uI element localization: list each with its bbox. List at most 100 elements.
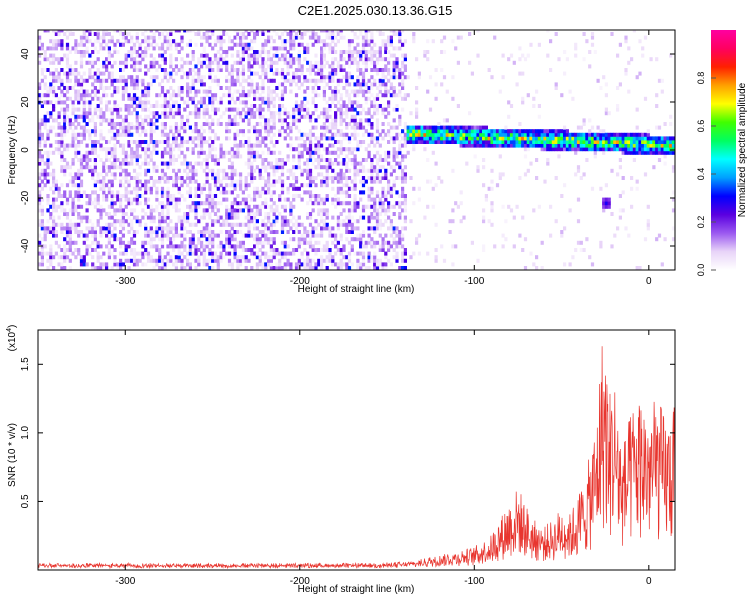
heatmap-cell	[213, 251, 218, 256]
heatmap-cell	[415, 100, 419, 105]
heatmap-cell	[308, 132, 313, 137]
heatmap-cell	[311, 42, 315, 47]
heatmap-cell	[462, 129, 466, 134]
heatmap-cell	[49, 100, 53, 105]
heatmap-cell	[110, 82, 114, 87]
heatmap-cell	[40, 248, 44, 252]
heatmap-cell	[473, 132, 477, 137]
heatmap-cell	[255, 71, 259, 76]
heatmap-cell	[52, 204, 56, 209]
heatmap-cell	[191, 179, 195, 184]
heatmap-cell	[227, 240, 232, 245]
heatmap-cell	[526, 53, 530, 58]
heatmap-cell	[297, 194, 301, 198]
heatmap-cell	[65, 230, 70, 234]
heatmap-cell	[431, 140, 435, 144]
heatmap-cell	[568, 89, 572, 94]
heatmap-cell	[79, 86, 84, 90]
heatmap-cell	[40, 136, 44, 141]
heatmap-cell	[180, 161, 184, 166]
heatmap-cell	[183, 158, 187, 162]
heatmap-cell	[381, 82, 385, 87]
heatmap-cell	[46, 158, 50, 162]
heatmap-cell	[65, 114, 70, 119]
heatmap-cell	[334, 140, 338, 144]
heatmap-cell	[236, 107, 240, 112]
heatmap-cell	[328, 143, 332, 148]
heatmap-cell	[200, 186, 204, 191]
heatmap-cell	[440, 50, 444, 54]
heatmap-cell	[138, 42, 142, 47]
heatmap-cell	[278, 197, 282, 202]
heatmap-cell	[576, 143, 581, 148]
heatmap-cell	[398, 93, 402, 98]
heatmap-cell	[121, 161, 125, 166]
heatmap-cell	[540, 136, 544, 141]
heatmap-cell	[160, 46, 165, 51]
heatmap-cell	[52, 78, 56, 83]
heatmap-cell	[227, 107, 232, 112]
heatmap-cell	[272, 183, 276, 188]
heatmap-cell	[272, 266, 276, 270]
heatmap-cell	[144, 39, 148, 44]
heatmap-cell	[384, 219, 388, 224]
heatmap-cell	[46, 154, 50, 159]
heatmap-cell	[236, 244, 240, 249]
heatmap-cell	[373, 154, 377, 159]
heatmap-cell	[322, 89, 326, 94]
heatmap-cell	[191, 86, 195, 90]
heatmap-cell	[375, 60, 380, 65]
heatmap-cell	[102, 168, 106, 173]
heatmap-cell	[219, 255, 223, 260]
heatmap-cell	[286, 68, 290, 72]
heatmap-cell	[52, 150, 56, 155]
heatmap-cell	[574, 143, 578, 148]
heatmap-cell	[65, 212, 70, 216]
heatmap-cell	[389, 233, 393, 238]
heatmap-cell	[303, 262, 307, 267]
heatmap-cell	[163, 140, 167, 144]
heatmap-cell	[484, 136, 488, 141]
heatmap-cell	[283, 161, 287, 166]
heatmap-cell	[216, 64, 220, 69]
heatmap-cell	[286, 190, 290, 195]
heatmap-cell	[88, 32, 92, 36]
heatmap-cell	[334, 86, 338, 90]
heatmap-cell	[166, 140, 170, 144]
heatmap-cell	[476, 258, 480, 263]
heatmap-cell	[65, 35, 70, 40]
heatmap-cell	[345, 226, 349, 231]
heatmap-cell	[186, 42, 190, 47]
heatmap-cell	[79, 262, 84, 267]
heatmap-cell	[364, 39, 368, 44]
heatmap-cell	[135, 176, 139, 180]
heatmap-cell	[99, 136, 103, 141]
heatmap-cell	[375, 226, 380, 231]
heatmap-cell	[361, 262, 366, 267]
heatmap-cell	[345, 183, 349, 188]
heatmap-cell	[568, 143, 572, 148]
heatmap-cell	[331, 258, 335, 263]
heatmap-cell	[529, 161, 533, 166]
heatmap-cell	[68, 266, 72, 270]
heatmap-cell	[91, 168, 95, 173]
heatmap-cell	[219, 154, 223, 159]
heatmap-cell	[258, 93, 262, 98]
heatmap-cell	[124, 82, 128, 87]
heatmap-cell	[213, 212, 218, 216]
heatmap-cell	[451, 136, 455, 141]
heatmap-cell	[230, 53, 234, 58]
heatmap-cell	[91, 96, 95, 101]
heatmap-cell	[57, 190, 61, 195]
heatmap-cell	[211, 266, 215, 270]
heatmap-cell	[339, 248, 343, 252]
heatmap-cell	[219, 122, 223, 126]
heatmap-cell	[71, 71, 75, 76]
heatmap-cell	[297, 262, 301, 267]
heatmap-cell	[359, 240, 363, 245]
heatmap-cell	[308, 230, 313, 234]
heatmap-cell	[563, 132, 567, 137]
heatmap-cell	[322, 165, 326, 170]
heatmap-cell	[74, 150, 78, 155]
heatmap-cell	[49, 212, 53, 216]
